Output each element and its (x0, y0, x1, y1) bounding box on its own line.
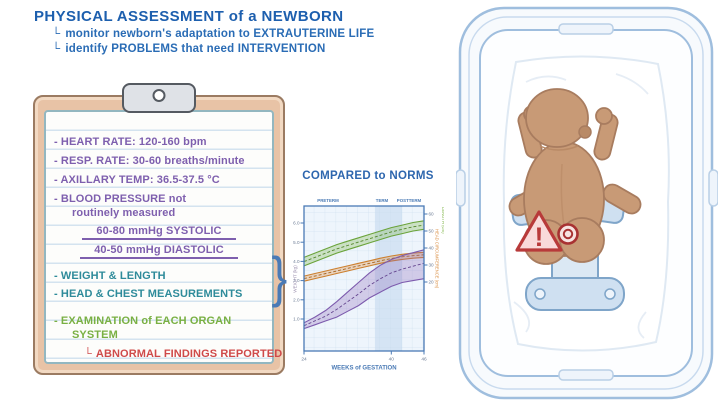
region-label-term: TERM (376, 198, 389, 203)
svg-text:24: 24 (301, 357, 307, 363)
line-systolic: 60-80 mmHg SYSTOLIC (46, 225, 272, 240)
x-axis-title: WEEKS of GESTATION (331, 366, 396, 372)
branch-marker-icon: └ (52, 28, 61, 40)
svg-text:20: 20 (429, 280, 435, 285)
region-label-postterm: POSTTERM (397, 198, 422, 203)
bottom-latch (558, 369, 614, 381)
growth-chart: COMPARED to NORMS (292, 170, 445, 373)
x-axis-ticks (303, 351, 425, 355)
harness-bolt (534, 288, 546, 300)
weight-series (303, 249, 425, 330)
right-axis-ticks (424, 213, 428, 283)
chart-title: COMPARED to NORMS (302, 170, 434, 182)
neck-fold (539, 145, 579, 151)
svg-text:40: 40 (429, 246, 435, 251)
svg-text:40: 40 (389, 357, 395, 363)
right-axis-title-head-circumference: HEAD CIRCUMFERENCE (cm) (435, 229, 440, 289)
clipboard-paper: - HEART RATE: 120-160 bpm - RESP. RATE: … (44, 110, 283, 364)
svg-text:2.0: 2.0 (293, 297, 300, 302)
page-title: PHYSICAL ASSESSMENT of a NEWBORN (34, 8, 344, 25)
line-examination: - EXAMINATION of EACH ORGAN (54, 315, 232, 327)
line-resp-rate: - RESP. RATE: 30-60 breaths/minute (54, 155, 245, 167)
title-block: PHYSICAL ASSESSMENT of a NEWBORN └ monito… (34, 8, 464, 55)
right-hand (595, 107, 613, 125)
incubator-illustration: ! (456, 6, 718, 400)
length-series (303, 220, 425, 267)
x-axis-tick-labels: 24 40 46 (301, 357, 427, 363)
clip-hole (152, 89, 166, 102)
svg-text:5.0: 5.0 (293, 240, 300, 245)
harness-bolt (604, 288, 616, 300)
left-axis-title: WEIGHT (kg) (293, 265, 298, 293)
bullet-monitor-adaptation: └ monitor newborn's adaptation to EXTRAUT… (52, 28, 464, 40)
line-system: SYSTEM (72, 329, 118, 341)
bullet-text: identify PROBLEMS that need INTERVENTION (65, 43, 326, 55)
warning-triangle-icon: ! (515, 210, 563, 252)
ear (578, 125, 592, 139)
left-latch (456, 169, 466, 207)
assessment-clipboard: - HEART RATE: 120-160 bpm - RESP. RATE: … (33, 83, 285, 375)
exclamation-glyph: ! (535, 222, 544, 252)
target-marker-icon (557, 223, 579, 245)
spine-line (560, 163, 565, 227)
left-axis-tick-labels: 6.0 5.0 4.0 3.0 2.0 1.0 (293, 221, 300, 322)
line-abnormal-findings: └ ABNORMAL FINDINGS REPORTED (84, 348, 283, 360)
plot-frame (303, 205, 425, 352)
svg-text:6.0: 6.0 (293, 221, 300, 226)
head (525, 88, 589, 148)
svg-text:4.0: 4.0 (293, 259, 300, 264)
line-head-chest: - HEAD & CHEST MEASUREMENTS (54, 288, 243, 300)
line-diastolic: 40-50 mmHg DIASTOLIC (46, 244, 272, 259)
measurements-brace-icon: } (271, 245, 288, 308)
bullet-identify-problems: └ identify PROBLEMS that need INTERVENTIO… (52, 43, 464, 55)
line-routinely-measured: routinely measured (72, 207, 176, 219)
line-blood-pressure: - BLOOD PRESSURE not (54, 193, 187, 205)
svg-text:30: 30 (429, 263, 435, 268)
left-axis-ticks (300, 222, 304, 320)
branch-marker-icon: └ (52, 43, 61, 55)
svg-text:1.0: 1.0 (293, 317, 300, 322)
branch-marker-icon: └ (84, 348, 92, 360)
right-leg (602, 183, 642, 215)
growth-chart-svg: PRETERM TERM POSTTERM 6.0 5.0 4.0 3.0 2.… (293, 198, 445, 372)
right-axis-tick-labels: 60 50 40 30 20 (429, 212, 435, 285)
top-latch (558, 23, 614, 35)
svg-text:50: 50 (429, 229, 435, 234)
svg-text:60: 60 (429, 212, 435, 217)
head-circumference-series (303, 251, 425, 282)
line-axillary-temp: - AXILLARY TEMP: 36.5-37.5 °C (54, 174, 220, 186)
region-label-preterm: PRETERM (317, 198, 339, 203)
line-heart-rate: - HEART RATE: 120-160 bpm (54, 136, 207, 148)
svg-text:3.0: 3.0 (293, 278, 300, 283)
clipboard-clip-icon (122, 83, 196, 113)
line-weight-length: - WEIGHT & LENGTH (54, 270, 166, 282)
svg-text:46: 46 (421, 357, 427, 363)
bullet-text: monitor newborn's adaptation to EXTRAUTE… (65, 28, 375, 40)
right-axis-title-length: LENGTH (cm) (441, 207, 444, 234)
right-latch (708, 169, 718, 207)
grid-lines (304, 206, 424, 351)
